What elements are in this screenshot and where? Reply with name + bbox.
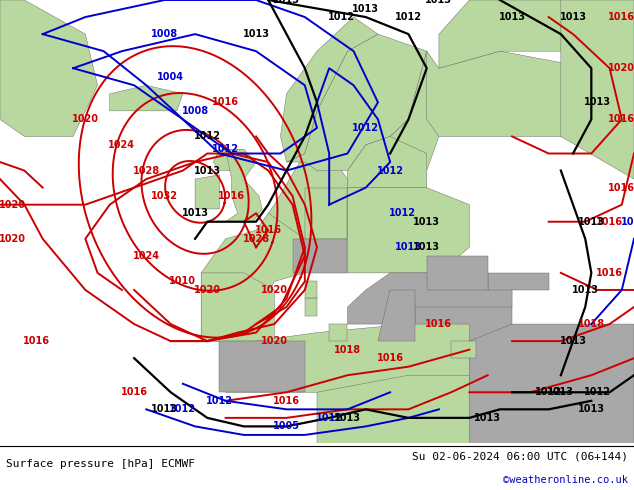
Polygon shape xyxy=(268,153,347,239)
Polygon shape xyxy=(415,307,512,341)
Text: 1016: 1016 xyxy=(273,396,300,406)
Text: 1016: 1016 xyxy=(425,319,453,329)
Text: 1013: 1013 xyxy=(498,12,526,22)
Text: 1020: 1020 xyxy=(0,199,26,210)
Text: 1013: 1013 xyxy=(194,166,221,175)
Text: 1016: 1016 xyxy=(596,268,623,278)
Text: 1012: 1012 xyxy=(584,387,611,397)
Text: 1013: 1013 xyxy=(334,413,361,423)
Text: 1016: 1016 xyxy=(608,12,634,22)
Text: 1024: 1024 xyxy=(108,140,136,150)
Polygon shape xyxy=(561,0,634,179)
Text: Surface pressure [hPa] ECMWF: Surface pressure [hPa] ECMWF xyxy=(6,460,195,469)
Text: 1016: 1016 xyxy=(377,353,404,363)
Polygon shape xyxy=(110,85,183,111)
Text: 1013: 1013 xyxy=(578,404,605,415)
Text: 1004: 1004 xyxy=(157,72,184,82)
Text: 1016: 1016 xyxy=(218,191,245,201)
Polygon shape xyxy=(219,341,305,392)
Text: 1013: 1013 xyxy=(560,336,586,346)
Polygon shape xyxy=(0,0,98,136)
Text: 1012: 1012 xyxy=(206,396,233,406)
Text: 1012: 1012 xyxy=(169,404,197,415)
Text: 1013: 1013 xyxy=(474,413,501,423)
Text: 1013: 1013 xyxy=(413,243,440,252)
Polygon shape xyxy=(201,213,305,341)
Text: 1013: 1013 xyxy=(243,29,269,39)
Polygon shape xyxy=(293,239,347,273)
Text: 1013: 1013 xyxy=(273,0,300,5)
Text: 1012: 1012 xyxy=(389,208,416,218)
Text: 1018: 1018 xyxy=(334,344,361,355)
Text: Su 02-06-2024 06:00 UTC (06+144): Su 02-06-2024 06:00 UTC (06+144) xyxy=(411,451,628,462)
Polygon shape xyxy=(347,136,427,188)
Text: 1020: 1020 xyxy=(261,285,288,295)
Text: 1020: 1020 xyxy=(194,285,221,295)
Text: 1016: 1016 xyxy=(120,387,148,397)
Polygon shape xyxy=(347,273,512,324)
Text: 1013: 1013 xyxy=(353,3,379,14)
Text: 1016: 1016 xyxy=(608,183,634,193)
Polygon shape xyxy=(226,324,469,392)
Polygon shape xyxy=(329,324,347,341)
Polygon shape xyxy=(317,375,469,443)
Text: 1016: 1016 xyxy=(596,217,623,227)
Polygon shape xyxy=(427,51,592,136)
Text: 1028: 1028 xyxy=(242,234,269,244)
Text: 1012: 1012 xyxy=(194,131,221,142)
Text: 1013: 1013 xyxy=(572,285,598,295)
Text: 1005: 1005 xyxy=(273,421,300,431)
Text: 1013: 1013 xyxy=(151,404,178,415)
Polygon shape xyxy=(280,17,378,162)
Text: 1016: 1016 xyxy=(608,114,634,124)
Polygon shape xyxy=(439,0,592,68)
Polygon shape xyxy=(305,298,317,316)
Text: 1024: 1024 xyxy=(133,251,160,261)
Polygon shape xyxy=(305,188,347,239)
Polygon shape xyxy=(305,281,317,298)
Text: 1020: 1020 xyxy=(261,336,288,346)
Text: 1016: 1016 xyxy=(212,98,239,107)
Text: 1013: 1013 xyxy=(560,12,586,22)
Text: ©weatheronline.co.uk: ©weatheronline.co.uk xyxy=(503,475,628,485)
Text: 1012: 1012 xyxy=(621,217,634,227)
Text: 1013: 1013 xyxy=(413,217,440,227)
Polygon shape xyxy=(378,290,415,341)
Text: 1012: 1012 xyxy=(353,123,379,133)
Text: 1028: 1028 xyxy=(133,166,160,175)
Text: 1012: 1012 xyxy=(316,413,343,423)
Text: 1020: 1020 xyxy=(608,63,634,73)
Text: 1013: 1013 xyxy=(181,208,209,218)
Text: 1013: 1013 xyxy=(584,98,611,107)
Polygon shape xyxy=(226,149,262,221)
Text: 1016: 1016 xyxy=(255,225,281,235)
Text: 1012: 1012 xyxy=(328,12,355,22)
Polygon shape xyxy=(214,149,250,171)
Polygon shape xyxy=(347,188,469,273)
Text: 1013: 1013 xyxy=(395,243,422,252)
Text: 1020: 1020 xyxy=(0,234,26,244)
Text: 1020: 1020 xyxy=(72,114,99,124)
Polygon shape xyxy=(390,51,451,171)
Text: 1008: 1008 xyxy=(181,106,209,116)
Text: 1008: 1008 xyxy=(151,29,178,39)
Polygon shape xyxy=(488,273,548,290)
Text: 1012: 1012 xyxy=(395,12,422,22)
Text: 1016: 1016 xyxy=(23,336,50,346)
Polygon shape xyxy=(195,175,219,209)
Text: 1012: 1012 xyxy=(535,387,562,397)
Text: 1013: 1013 xyxy=(547,387,574,397)
Polygon shape xyxy=(427,256,488,290)
Text: 1018: 1018 xyxy=(578,319,605,329)
Polygon shape xyxy=(201,273,275,341)
Polygon shape xyxy=(469,324,634,443)
Text: 1010: 1010 xyxy=(169,276,197,287)
Text: 1012: 1012 xyxy=(377,166,404,175)
Polygon shape xyxy=(287,34,427,171)
Text: 1013: 1013 xyxy=(425,0,453,5)
Text: 1032: 1032 xyxy=(151,191,178,201)
Text: 1012: 1012 xyxy=(212,144,239,154)
Text: 1013: 1013 xyxy=(578,217,605,227)
Polygon shape xyxy=(451,341,476,358)
